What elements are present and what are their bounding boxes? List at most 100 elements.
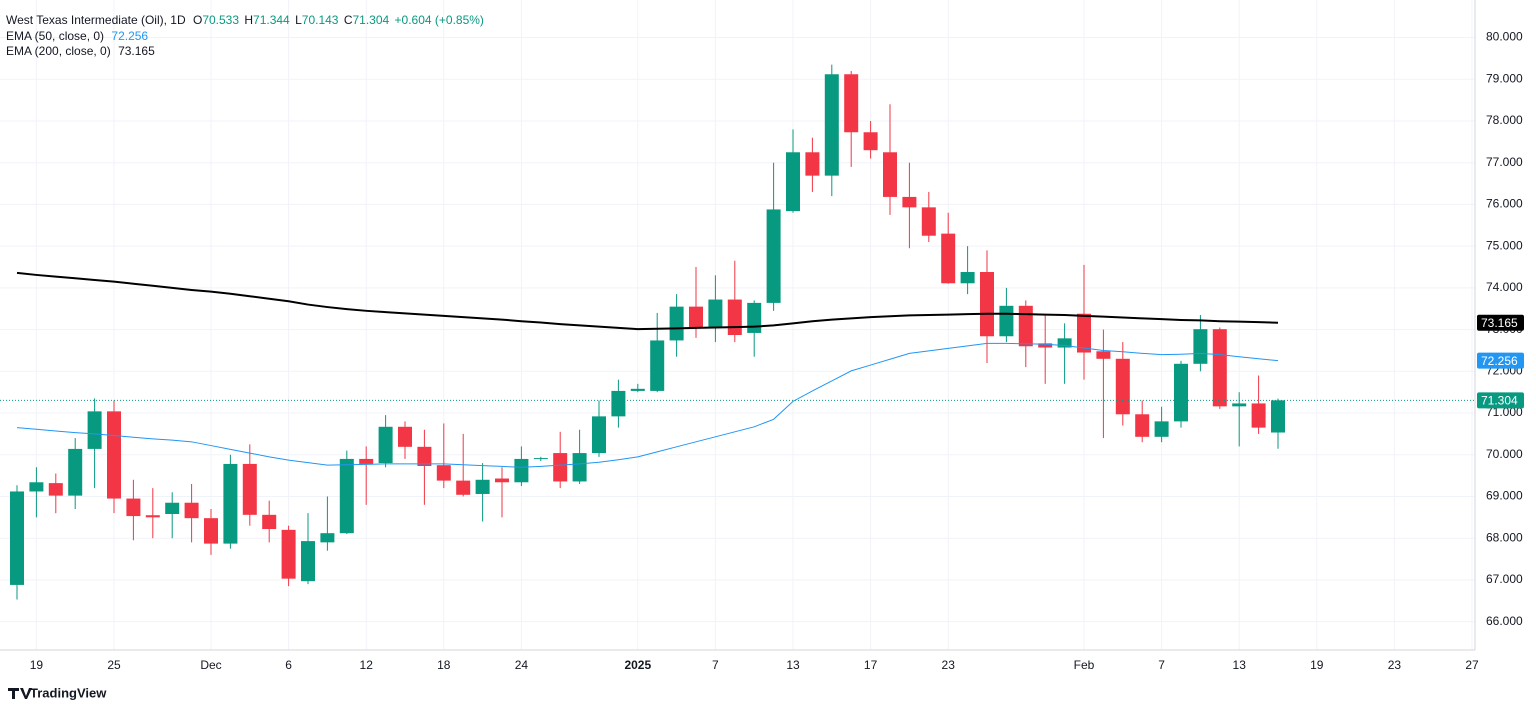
candle-body [378, 426, 393, 464]
candle-body [359, 458, 374, 464]
legend-name: EMA (200, close, 0) [6, 44, 111, 58]
candle-body [611, 390, 626, 417]
candle-body [1135, 414, 1150, 437]
x-tick-label: Dec [200, 658, 221, 672]
candle-body [223, 463, 238, 544]
legend-name: EMA (50, close, 0) [6, 29, 104, 43]
ohlc-value: 70.533 [202, 13, 239, 27]
candle-body [1096, 351, 1111, 359]
x-tick-label: 2025 [624, 658, 651, 672]
ema-line [16, 271, 1279, 331]
ema-line [16, 342, 1279, 468]
candle-body [1018, 305, 1033, 347]
candle-body [1251, 403, 1266, 428]
candle-body [1212, 329, 1227, 407]
candle-body [145, 515, 160, 518]
candle-body [786, 152, 800, 212]
candle-body [495, 478, 509, 483]
candle-body [1271, 400, 1285, 433]
candle-body [824, 74, 839, 176]
chart-title: West Texas Intermediate (Oil), 1D [6, 13, 186, 27]
candle-body [1174, 363, 1188, 422]
ohlc-letter: O [193, 13, 202, 27]
price-box [1477, 392, 1524, 409]
candle-body [1232, 403, 1247, 407]
x-tick-label: 17 [864, 658, 878, 672]
candle-body [747, 302, 762, 333]
candle-body [301, 541, 315, 582]
ohlc-value: 70.143 [302, 13, 339, 27]
candle-body [87, 411, 102, 449]
candle-body [921, 207, 936, 236]
x-tick-label: 19 [1310, 658, 1324, 672]
x-tick-label: 6 [285, 658, 292, 672]
candle-body [863, 132, 878, 151]
candle-body [1115, 358, 1130, 415]
candle-body [1193, 329, 1208, 364]
ohlc-letter: H [244, 13, 253, 27]
x-tick-label: 12 [360, 658, 374, 672]
price-box-label: 73.165 [1481, 316, 1518, 330]
candle-body [689, 306, 703, 328]
candle-body [398, 426, 412, 447]
candle-body [514, 458, 529, 483]
candle-body [766, 209, 781, 303]
candle-body [1077, 313, 1091, 353]
candle-body [436, 465, 451, 481]
price-box [1477, 314, 1524, 331]
candle-body [456, 480, 471, 495]
candle-body [883, 152, 897, 197]
y-tick-label: 69.000 [1486, 489, 1523, 503]
candle-body [727, 299, 742, 336]
candle-body [126, 498, 141, 517]
legend-value: 73.165 [118, 44, 155, 58]
y-tick-label: 78.000 [1486, 113, 1523, 127]
price-box-label: 72.256 [1481, 354, 1518, 368]
candle-body [980, 272, 994, 337]
candle-body [1057, 338, 1072, 348]
x-tick-label: 23 [942, 658, 956, 672]
price-box-label: 71.304 [1481, 394, 1518, 408]
x-tick-label: 19 [30, 658, 44, 672]
x-tick-label: 23 [1388, 658, 1402, 672]
candle-body [844, 74, 859, 133]
candle-body [281, 529, 296, 579]
candle-body [68, 448, 83, 496]
candle-body [1154, 421, 1169, 437]
candle-body [165, 502, 180, 514]
x-tick-label: 7 [1158, 658, 1165, 672]
x-tick-label: 7 [712, 658, 719, 672]
x-tick-label: 24 [515, 658, 529, 672]
x-tick-label: 13 [1233, 658, 1247, 672]
candle-body [1038, 343, 1053, 348]
x-tick-label: 18 [437, 658, 451, 672]
candle-body [533, 458, 548, 460]
ohlc-value: 71.344 [253, 13, 290, 27]
candle-body [630, 388, 645, 391]
ohlc-letter: L [295, 13, 302, 27]
x-tick-label: 27 [1465, 658, 1479, 672]
candle-body [475, 479, 490, 494]
candle-body [999, 305, 1014, 337]
y-tick-label: 70.000 [1486, 447, 1523, 461]
candle-body [592, 416, 606, 454]
y-tick-label: 67.000 [1486, 572, 1523, 586]
legend-value: 72.256 [111, 29, 148, 43]
candle-body [417, 446, 432, 467]
x-tick-label: Feb [1074, 658, 1095, 672]
change: +0.604 (+0.85%) [395, 13, 484, 27]
y-tick-label: 66.000 [1486, 614, 1523, 628]
y-tick-label: 79.000 [1486, 71, 1523, 85]
candle-body [10, 491, 24, 585]
candle-body [184, 502, 199, 519]
candle-body [107, 411, 121, 499]
candle-body [29, 482, 44, 492]
y-tick-label: 80.000 [1486, 30, 1523, 44]
ohlc-value: 71.304 [352, 13, 389, 27]
candle-body [708, 299, 723, 328]
candle-body [941, 233, 956, 284]
price-box [1477, 352, 1524, 369]
candle-body [960, 272, 975, 284]
plot [0, 64, 1475, 600]
